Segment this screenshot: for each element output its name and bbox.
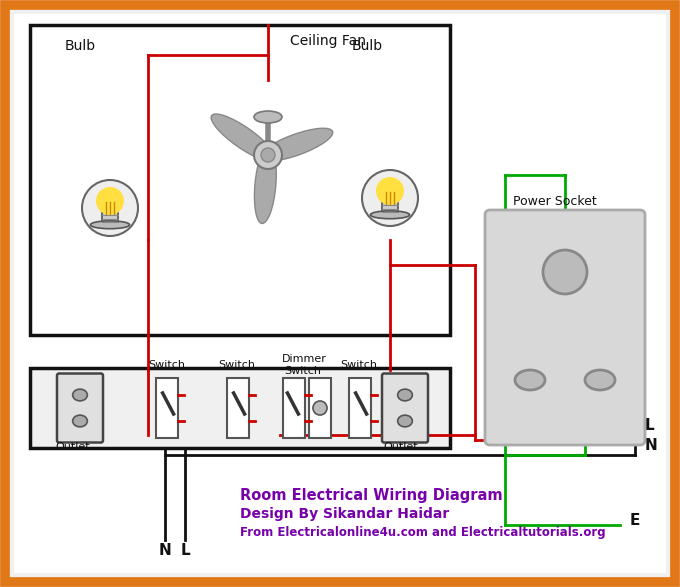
Ellipse shape	[585, 370, 615, 390]
Ellipse shape	[371, 211, 409, 219]
Text: L: L	[645, 418, 655, 433]
FancyBboxPatch shape	[227, 378, 249, 438]
Text: Switch: Switch	[340, 360, 377, 370]
Circle shape	[362, 170, 418, 226]
Text: Switch: Switch	[284, 366, 321, 376]
Circle shape	[376, 177, 404, 205]
Text: Switch: Switch	[218, 360, 255, 370]
Text: Ceiling Fan: Ceiling Fan	[290, 34, 366, 48]
Circle shape	[261, 148, 275, 162]
Text: Outlet: Outlet	[55, 442, 90, 452]
Text: Room Electrical Wiring Diagram: Room Electrical Wiring Diagram	[240, 488, 503, 503]
FancyBboxPatch shape	[156, 378, 178, 438]
Ellipse shape	[254, 147, 276, 224]
FancyBboxPatch shape	[14, 14, 666, 573]
Circle shape	[82, 180, 138, 236]
FancyBboxPatch shape	[30, 25, 450, 335]
Text: Switch: Switch	[148, 360, 185, 370]
Circle shape	[254, 141, 282, 169]
Text: L: L	[180, 543, 190, 558]
FancyBboxPatch shape	[485, 210, 645, 445]
Text: Dimmer: Dimmer	[282, 354, 327, 364]
Ellipse shape	[211, 114, 275, 161]
FancyBboxPatch shape	[30, 368, 450, 448]
Text: From Electricalonline4u.com and Electricaltutorials.org: From Electricalonline4u.com and Electric…	[240, 526, 606, 539]
Ellipse shape	[73, 415, 87, 427]
Bar	[382, 202, 398, 215]
Text: N: N	[645, 438, 658, 453]
FancyBboxPatch shape	[382, 373, 428, 443]
Text: N: N	[158, 543, 171, 558]
Text: Bulb: Bulb	[352, 39, 383, 53]
Text: E: E	[630, 513, 641, 528]
Ellipse shape	[398, 389, 412, 401]
Text: Bulb: Bulb	[65, 39, 96, 53]
Ellipse shape	[254, 111, 282, 123]
Ellipse shape	[73, 389, 87, 401]
FancyBboxPatch shape	[283, 378, 305, 438]
Ellipse shape	[398, 415, 412, 427]
FancyBboxPatch shape	[57, 373, 103, 443]
Ellipse shape	[260, 128, 333, 161]
Text: Design By Sikandar Haidar: Design By Sikandar Haidar	[240, 507, 449, 521]
Text: Outlet: Outlet	[383, 442, 418, 452]
Bar	[102, 212, 118, 225]
FancyBboxPatch shape	[349, 378, 371, 438]
Circle shape	[313, 401, 327, 415]
Text: Power Socket: Power Socket	[513, 195, 597, 208]
Ellipse shape	[90, 221, 130, 229]
Circle shape	[543, 250, 587, 294]
Ellipse shape	[515, 370, 545, 390]
FancyBboxPatch shape	[309, 378, 331, 438]
Circle shape	[96, 187, 124, 215]
